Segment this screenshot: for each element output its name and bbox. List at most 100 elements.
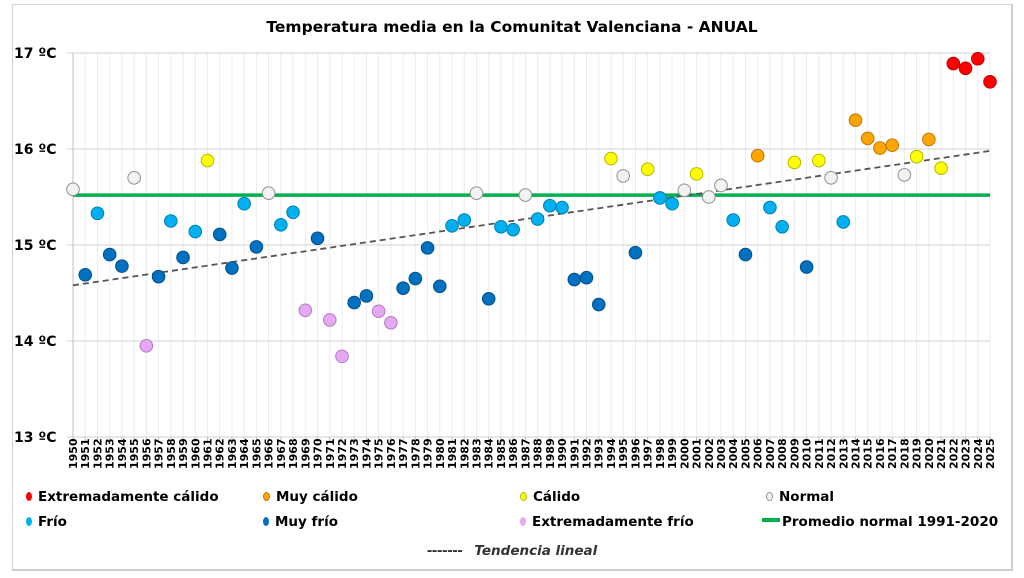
data-point [139,339,154,353]
x-tick-label: 1961 [201,438,214,469]
x-tick-label: 1954 [116,438,129,469]
data-point [860,131,875,146]
x-tick-label: 1999 [666,438,679,469]
legend-item-cold: Frío [26,514,67,530]
y-tick-label: 13 ºC [14,430,57,446]
data-point [261,186,276,200]
x-tick-label: 1998 [654,438,667,469]
data-point [591,297,606,312]
x-tick-label: 1990 [556,438,569,469]
data-point [970,51,985,66]
data-point [286,205,300,220]
data-point [812,153,826,168]
data-point [701,190,716,204]
x-tick-label: 2022 [947,438,960,469]
x-tick-label: 2004 [727,438,740,469]
data-point [212,227,227,242]
x-tick-label: 2024 [972,438,985,469]
x-tick-label: 2010 [801,438,814,469]
x-tick-label: 1980 [434,438,447,469]
x-tick-label: 1966 [263,438,276,469]
y-tick-label: 16 ºC [14,142,57,158]
x-tick-label: 1979 [422,438,435,469]
x-tick-label: 2020 [923,438,936,469]
legend-item-extremely-warm: Extremadamente cálido [26,489,219,505]
data-point [433,279,447,294]
x-tick-label: 1959 [177,438,190,469]
legend-item-extremely-cold: Extremadamente frío [520,514,694,530]
data-point [689,167,704,181]
x-tick-label: 2001 [691,438,704,469]
data-point [164,214,178,228]
data-point [604,151,618,166]
x-tick-label: 2009 [788,438,801,469]
legend-line-icon [762,518,780,522]
x-tick-label: 1974 [360,438,373,469]
x-tick-label: 2023 [960,438,973,469]
data-point [359,289,374,303]
legend-label: Frío [38,514,67,530]
data-point [824,171,838,185]
data-point [188,224,203,239]
x-tick-label: 1969 [299,438,312,469]
x-tick-label: 1968 [287,438,300,469]
legend-label: Cálido [533,489,581,505]
data-point [66,182,80,197]
data-point [738,247,753,262]
x-tick-label: 1977 [397,438,410,469]
data-point [225,261,239,275]
x-tick-label: 2007 [764,438,777,469]
x-tick-label: 2006 [752,438,765,469]
x-tick-label: 1973 [348,438,361,469]
x-tick-label: 1971 [324,438,337,469]
x-tick-label: 1996 [629,438,642,469]
data-point [445,219,459,233]
x-tick-label: 2012 [825,438,838,469]
data-point [958,61,973,76]
x-tick-label: 2000 [678,438,691,469]
x-tick-label: 2005 [739,438,752,469]
x-tick-label: 1985 [495,438,508,469]
legend-label: Promedio normal 1991-2020 [782,514,999,530]
data-point [555,200,569,215]
data-point [274,218,288,232]
x-tick-label: 2021 [935,438,948,469]
x-tick-label: 2017 [886,438,899,469]
legend-item-very-cold: Muy frío [263,514,338,530]
data-point [530,212,545,226]
data-point [909,149,924,164]
x-tick-label: 1967 [275,438,288,469]
data-point [543,198,557,213]
chart-frame [12,4,1013,571]
x-tick-label: 2008 [776,438,789,469]
data-point [237,196,251,211]
data-point [640,162,655,176]
legend-item-very-warm: Muy cálido [263,489,358,505]
legend-label: Tendencia lineal [474,543,598,559]
data-point [726,213,741,227]
legend-marker-icon [26,492,32,501]
data-point [873,141,887,155]
legend-label: Extremadamente frío [532,514,694,530]
data-point [420,241,435,255]
data-point [310,231,325,246]
x-tick-label: 1987 [519,438,532,469]
data-point [946,56,961,71]
x-tick-label: 1982 [458,438,471,469]
data-point [934,161,948,175]
x-tick-label: 1994 [605,438,618,469]
x-tick-label: 1958 [165,438,178,469]
x-tick-label: 1992 [581,438,594,469]
x-tick-label: 1981 [446,438,459,469]
x-tick-label: 1983 [470,438,483,469]
data-point [922,132,936,147]
x-tick-label: 2014 [850,438,863,469]
legend-item-normal: Normal [766,489,834,505]
x-tick-label: 1976 [385,438,398,469]
data-point [799,260,814,274]
legend-dash-icon: ------- [426,543,463,559]
x-tick-label: 1988 [532,438,545,469]
data-point [677,183,692,198]
data-point [518,188,533,202]
